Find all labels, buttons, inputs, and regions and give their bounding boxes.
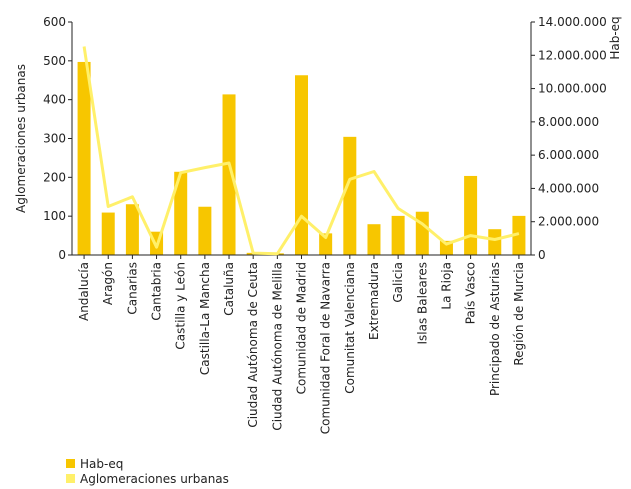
legend-swatch-bar [66, 459, 75, 468]
y-left-tick-label: 400 [43, 93, 66, 107]
y-right-tick-label: 8.000.000 [538, 115, 599, 129]
legend-item-line: Aglomeraciones urbanas [66, 471, 229, 486]
bar [101, 212, 115, 255]
bar [391, 215, 405, 255]
y-left-axis-label: Aglomeraciones urbanas [14, 64, 28, 213]
x-tick-label: Andalucía [77, 262, 91, 321]
bar [488, 229, 502, 255]
legend-label-bar: Hab-eq [80, 456, 124, 471]
bar [174, 171, 188, 255]
x-tick-label: País Vasco [464, 262, 478, 324]
y-left-tick-label: 0 [58, 248, 66, 262]
bar [512, 215, 526, 255]
x-tick-label: Principado de Asturias [488, 262, 502, 396]
x-tick-label: Extremadura [367, 262, 381, 340]
bar [77, 61, 91, 255]
x-tick-label: Región de Murcia [512, 262, 526, 366]
x-tick-label: Comunidad de Madrid [295, 262, 309, 394]
bar [125, 204, 139, 255]
x-tick-label: Ciudad Autónoma de Melilla [270, 262, 284, 431]
y-right-tick-label: 0 [538, 248, 546, 262]
y-left-tick-label: 500 [43, 54, 66, 68]
x-tick-label: Galicia [391, 262, 405, 303]
x-tick-label: Castilla-La Mancha [198, 262, 212, 375]
y-right-tick-label: 2.000.000 [538, 215, 599, 229]
y-right-tick-label: 14.000.000 [538, 15, 607, 29]
y-left-tick-label: 200 [43, 170, 66, 184]
bar [367, 224, 381, 255]
y-right-tick-label: 6.000.000 [538, 148, 599, 162]
y-left-tick-label: 600 [43, 15, 66, 29]
x-tick-label: Cantabria [150, 262, 164, 321]
bar [415, 211, 429, 255]
x-tick-label: Aragón [101, 262, 115, 305]
y-right-tick-label: 4.000.000 [538, 181, 599, 195]
bar [319, 233, 333, 255]
y-right-tick-label: 12.000.000 [538, 48, 607, 62]
x-tick-label: Ciudad Autónoma de Ceuta [246, 262, 260, 428]
y-left-tick-label: 100 [43, 209, 66, 223]
x-tick-label: Castilla y León [174, 262, 188, 350]
x-tick-label: Comunidad Foral de Navarra [319, 262, 333, 434]
bar [295, 75, 308, 255]
x-tick-label: Comunitat Valenciana [343, 262, 357, 394]
legend-swatch-line [66, 474, 75, 483]
bar [343, 136, 357, 255]
x-tick-label: Canarias [125, 262, 139, 315]
plot-area: 0 100 200 300 400 500 600 0 2.000.000 4.000.000 6.… [14, 15, 622, 434]
legend-label-line: Aglomeraciones urbanas [80, 471, 229, 486]
legend: Hab-eq Aglomeraciones urbanas [66, 456, 229, 486]
y-left-tick-label: 300 [43, 132, 66, 146]
x-tick-label: La Rioja [439, 262, 453, 310]
x-tick-label: Cataluña [222, 262, 236, 316]
x-tick-label: Islas Baleares [415, 262, 429, 345]
bar [222, 94, 236, 256]
bar [198, 206, 212, 255]
y-right-axis-label: Hab-eq [608, 16, 622, 59]
y-right-tick-label: 10.000.000 [538, 82, 607, 96]
legend-item-bar: Hab-eq [66, 456, 229, 471]
line-series [82, 46, 520, 256]
bar [464, 175, 478, 255]
